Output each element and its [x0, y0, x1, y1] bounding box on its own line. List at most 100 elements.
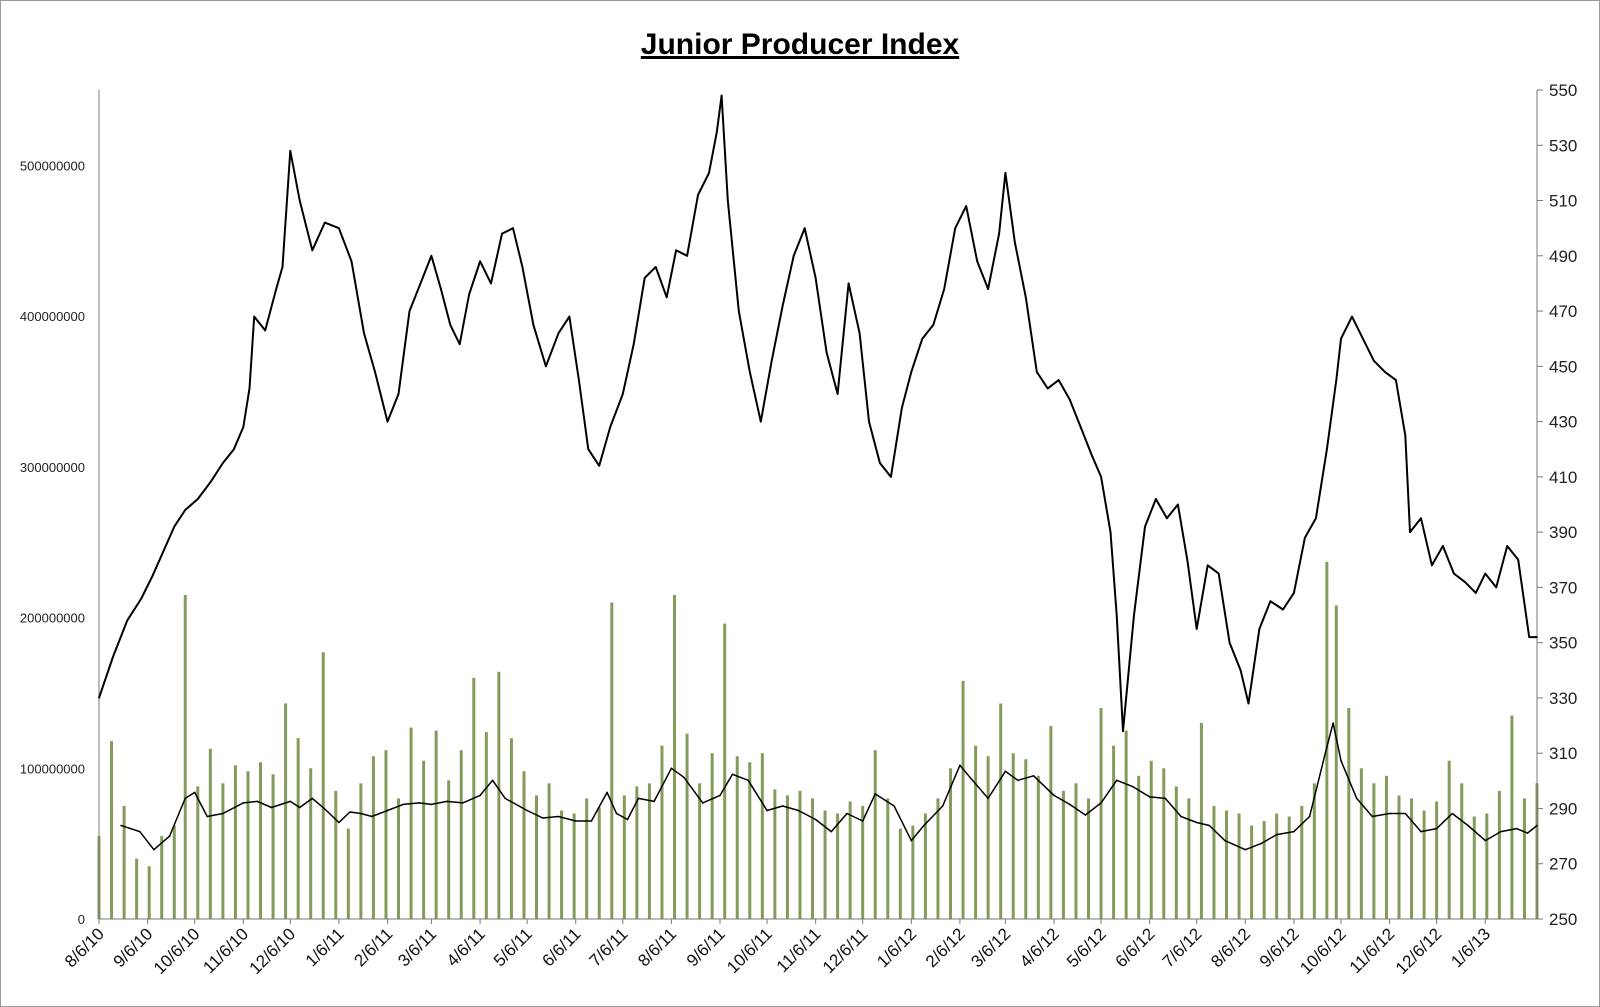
index-price-point	[363, 332, 365, 335]
index-price-point	[1090, 454, 1093, 456]
volume-bar	[1334, 605, 1338, 919]
y-left-tick-label: 500000000	[20, 158, 85, 173]
y-right-tick-label: 310	[1549, 744, 1577, 763]
volume-average-point	[542, 817, 544, 819]
volume-average-point	[193, 791, 196, 794]
volume-bar	[1112, 745, 1116, 919]
index-price-point	[1228, 641, 1231, 644]
volume-average-point	[941, 805, 944, 807]
volume-average-point	[1131, 785, 1134, 788]
volume-bar	[635, 786, 639, 919]
y-right-tick-label: 550	[1549, 81, 1577, 100]
index-price-point	[545, 365, 547, 368]
index-price-point	[1395, 379, 1397, 381]
volume-average-point	[1032, 775, 1035, 777]
volume-bar	[233, 765, 237, 919]
volume-average-point	[861, 820, 864, 822]
index-price-point	[289, 150, 292, 152]
volume-average-point	[731, 773, 734, 776]
volume-average-point	[168, 835, 171, 837]
volume-bar	[1036, 775, 1040, 919]
volume-bar	[497, 671, 501, 919]
volume-bar	[735, 756, 739, 919]
volume-bar	[296, 738, 300, 919]
index-price-point	[643, 277, 646, 279]
volume-average-point	[1420, 830, 1422, 833]
volume-bar	[135, 858, 139, 919]
volume-average-point	[1084, 814, 1087, 816]
index-price-point	[1409, 531, 1411, 533]
volume-bar	[610, 602, 614, 919]
y-right-tick-label: 350	[1549, 634, 1577, 653]
index-price-point	[1536, 636, 1538, 638]
volume-bar	[572, 813, 576, 919]
volume-bar	[1359, 768, 1363, 919]
index-price-point	[921, 337, 924, 340]
index-price-point	[1517, 559, 1519, 561]
volume-bar	[409, 727, 413, 919]
volume-bar	[447, 780, 451, 919]
volume-average-point	[256, 800, 259, 803]
index-price-point	[151, 575, 154, 578]
volume-average-point	[298, 806, 301, 809]
volume-average-point	[1115, 779, 1118, 782]
index-price-point	[1079, 426, 1082, 428]
index-price-point	[449, 324, 452, 326]
x-tick-label: 11/6/12	[1346, 924, 1399, 977]
volume-bar	[949, 768, 953, 919]
volume-bar	[1287, 816, 1291, 919]
volume-bar	[748, 762, 752, 919]
y-right-tick-label: 370	[1549, 578, 1577, 597]
index-price-point	[430, 255, 433, 257]
y-left-tick-label: 100000000	[20, 761, 85, 776]
index-price-point	[825, 351, 828, 354]
index-price-point	[1122, 730, 1124, 732]
volume-average-point	[606, 791, 608, 794]
index-price-point	[749, 371, 751, 373]
volume-bar	[798, 790, 802, 919]
volume-average-point	[1515, 827, 1518, 830]
volume-average-point	[683, 776, 685, 779]
x-tick-label: 5/6/11	[490, 924, 536, 970]
index-price-point	[847, 282, 850, 285]
volume-bar	[1510, 715, 1514, 919]
index-price-point	[264, 329, 267, 332]
volume-average-point	[1324, 752, 1327, 754]
index-price-point	[1404, 434, 1407, 437]
volume-bar	[773, 789, 777, 919]
index-price-point	[173, 525, 176, 528]
index-price-point	[1258, 628, 1261, 630]
index-price-point	[858, 332, 861, 335]
x-tick-label: 4/6/12	[1016, 924, 1063, 971]
volume-average-point	[184, 797, 186, 800]
index-price-point	[836, 393, 839, 395]
volume-bar	[1174, 786, 1178, 919]
index-price-point	[760, 420, 762, 423]
volume-bar	[1074, 783, 1078, 919]
volume-average-point	[830, 830, 833, 833]
volume-average-point	[1332, 722, 1334, 724]
x-tick-label: 11/6/10	[199, 924, 252, 977]
index-price-point	[803, 227, 806, 229]
volume-bar	[836, 813, 840, 919]
volume-average-point	[557, 815, 560, 818]
x-tick-label: 1/6/12	[873, 924, 920, 971]
volume-average-point	[120, 824, 122, 827]
volume-average-point	[371, 815, 373, 818]
volume-bar	[183, 594, 187, 919]
volume-bar	[936, 798, 940, 919]
y-right-tick-label: 390	[1549, 523, 1577, 542]
index-price-point	[468, 293, 470, 296]
index-price-point	[281, 266, 284, 268]
volume-bar	[147, 866, 151, 919]
volume-average-point	[360, 812, 362, 815]
index-price-point	[943, 288, 945, 290]
index-price-point	[987, 288, 989, 290]
volume-average-point	[1195, 821, 1198, 824]
index-price-point	[1282, 608, 1284, 611]
volume-average-point	[846, 812, 848, 815]
volume-average-point	[1148, 796, 1151, 798]
index-price-point	[233, 448, 235, 451]
volume-bar	[622, 795, 626, 919]
volume-bar	[1061, 790, 1065, 919]
